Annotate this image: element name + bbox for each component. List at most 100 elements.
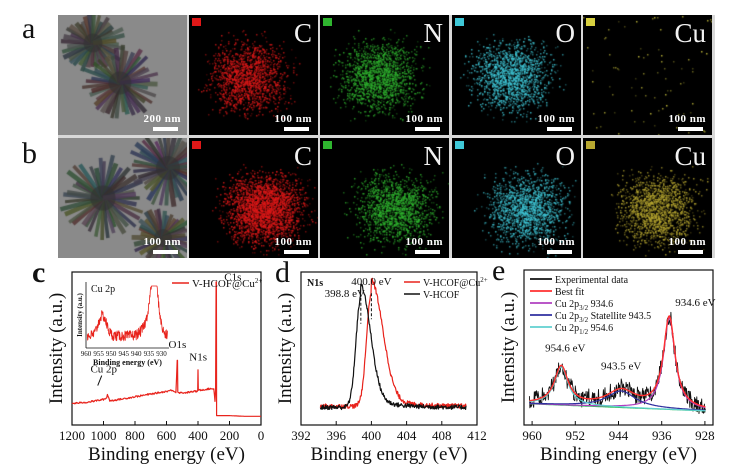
chart-c-xlabel: Binding energy (eV) xyxy=(88,444,245,465)
chart-c-inset-xtick-label: 955 xyxy=(93,350,104,358)
chart-e-xlabel: Binding energy (eV) xyxy=(540,444,697,465)
chart-d-xtick-label: 412 xyxy=(467,428,487,443)
chart-e-legend-label-3: Cu 2p3/2 Statellite 943.5 xyxy=(555,311,651,324)
chart-d-legend-label: V-HCOF xyxy=(423,290,460,301)
chart-c-xtick-label: 1200 xyxy=(59,428,85,443)
element-distribution xyxy=(583,15,712,135)
chart-d-legend-label: V-HCOF@Cu2+ xyxy=(423,276,488,289)
element-color-swatch xyxy=(586,141,595,149)
element-color-swatch xyxy=(455,141,464,149)
chart-d-xtick-label: 400 xyxy=(362,428,382,443)
chart-c-xtick-label: 800 xyxy=(125,428,145,443)
chart-c-annotation-cu-2p: Cu 2p xyxy=(90,364,117,376)
scale-bar-label: 100 nm xyxy=(537,236,575,248)
scale-bar xyxy=(153,127,178,131)
panel-label-c: c xyxy=(32,256,46,289)
chart-c-annotation-o1s: O1s xyxy=(169,339,187,351)
chart-c-inset-xtick-label: 945 xyxy=(118,350,129,358)
scale-bar-label: 100 nm xyxy=(537,113,575,125)
scale-bar xyxy=(547,250,572,254)
chart-c-inset-series-line xyxy=(86,285,168,342)
scale-bar-label: 200 nm xyxy=(143,113,181,125)
chart-e-annotation-954-6: 954.6 eV xyxy=(545,343,585,355)
chart-e-best-fit-line xyxy=(529,315,706,408)
chart-e-annotation-934-6: 934.6 eV xyxy=(675,297,715,309)
element-distribution xyxy=(452,138,581,258)
element-label: O xyxy=(555,141,576,171)
chart-d-xtick-label: 408 xyxy=(432,428,452,443)
chart-d-xtick-label: 392 xyxy=(291,428,311,443)
element-color-swatch xyxy=(323,18,332,26)
chart-c-inset-xtick-label: 935 xyxy=(144,350,155,358)
eds-map-n-a: N 100 nm xyxy=(320,15,449,135)
scale-bar-label: 100 nm xyxy=(143,236,181,248)
chart-c-xtick-label: 0 xyxy=(258,428,265,443)
eds-map-o-a: O 100 nm xyxy=(452,15,581,135)
scale-bar xyxy=(284,127,309,131)
chart-d-ylabel: Intensity (a.u.) xyxy=(275,293,296,404)
chart-c-inset-xtick-label: 950 xyxy=(106,350,117,358)
element-distribution xyxy=(189,138,318,258)
panel-label-b: b xyxy=(22,137,37,170)
element-label: N xyxy=(423,141,444,171)
element-color-swatch xyxy=(323,141,332,149)
chart-e-legend-label-4: Cu 2p1/2 954.6 xyxy=(555,323,613,336)
tem-eds-image-grid: 200 nm C 100 nm N 100 nm O 100 nm Cu 100 nm 100 n… xyxy=(58,15,715,258)
chart-c-xtick-label: 200 xyxy=(220,428,240,443)
chart-e-ylabel: Intensity (a.u.) xyxy=(498,292,519,403)
element-label: C xyxy=(293,141,312,171)
chart-e-xtick-label: 944 xyxy=(609,428,629,443)
tem-micrograph xyxy=(58,138,187,258)
scale-bar xyxy=(547,127,572,131)
element-label: Cu xyxy=(674,18,706,48)
panel-label-a: a xyxy=(22,12,36,45)
scale-bar xyxy=(415,250,440,254)
element-color-swatch xyxy=(192,141,201,149)
eds-map-n-b: N 100 nm xyxy=(320,138,449,258)
chart-c-xtick-label: 600 xyxy=(157,428,177,443)
chart-c-ylabel: Intensity (a.u.) xyxy=(46,293,67,404)
chart-c-annotation-c1s: C1s xyxy=(224,272,241,284)
chart-c-inset-xtick-label: 960 xyxy=(81,350,92,358)
chart-e-xtick-label: 936 xyxy=(652,428,672,443)
chart-e-xtick-label: 952 xyxy=(566,428,586,443)
chart-c-xtick-label: 400 xyxy=(188,428,208,443)
element-color-swatch xyxy=(455,18,464,26)
scale-bar xyxy=(415,127,440,131)
element-distribution xyxy=(320,15,449,135)
eds-map-c-b: C 100 nm xyxy=(189,138,318,258)
chart-d-title: N1s xyxy=(307,278,323,289)
chart-d-xtick-label: 396 xyxy=(326,428,346,443)
scale-bar-label: 100 nm xyxy=(274,236,312,248)
element-label: O xyxy=(555,18,576,48)
chart-c-annotation-arrow xyxy=(97,375,103,386)
element-distribution xyxy=(320,138,449,258)
element-label: C xyxy=(293,18,312,48)
scale-bar-label: 100 nm xyxy=(668,236,706,248)
element-distribution xyxy=(583,138,712,258)
eds-map-cu-a: Cu 100 nm xyxy=(583,15,712,135)
tem-micrograph xyxy=(58,15,187,135)
eds-map-c-a: C 100 nm xyxy=(189,15,318,135)
chart-e-legend-label-2: Cu 2p3/2 934.6 xyxy=(555,299,613,312)
scale-bar xyxy=(153,250,178,254)
scale-bar-label: 100 nm xyxy=(405,236,443,248)
chart-e-xtick-label: 960 xyxy=(522,428,542,443)
chart-c-inset-xtick-label: 930 xyxy=(156,350,167,358)
chart-c-series-line xyxy=(71,281,261,417)
chart-e-xtick-label: 928 xyxy=(695,428,715,443)
scale-bar-label: 100 nm xyxy=(668,113,706,125)
element-distribution xyxy=(452,15,581,135)
chart-d-xtick-label: 404 xyxy=(397,428,417,443)
chart-d-series-v-hcof xyxy=(319,283,467,411)
chart-c-inset-ylabel: Intensity (a.u.) xyxy=(76,292,84,336)
eds-map-cu-b: Cu 100 nm xyxy=(583,138,712,258)
chart-c-annotation-n1s: N1s xyxy=(189,351,207,363)
chart-c-legend-label: V-HCOF@Cu2+ xyxy=(192,277,262,290)
chart-e-legend-label-0: Experimental data xyxy=(555,275,629,286)
chart-c-inset-xlabel: Binding energy (eV) xyxy=(93,358,162,367)
scale-bar xyxy=(678,127,703,131)
scale-bar xyxy=(678,250,703,254)
chart-c-inset-xtick-label: 940 xyxy=(131,350,142,358)
scale-bar xyxy=(284,250,309,254)
